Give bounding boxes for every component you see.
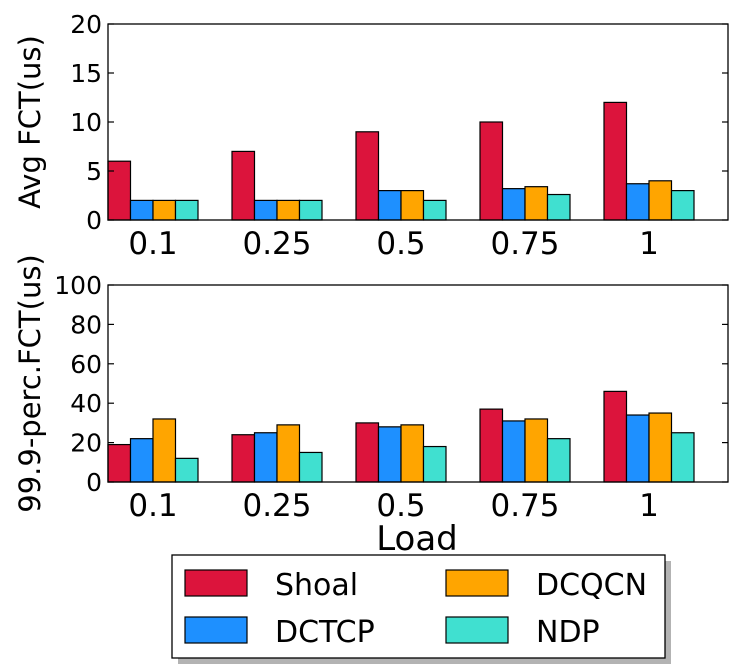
x-tick-label: 0.5 xyxy=(376,226,425,262)
bar-dcqcn-0.75 xyxy=(524,186,549,221)
y-tick-label: 0 xyxy=(86,206,102,235)
y-tick-label: 15 xyxy=(70,59,102,88)
bar-ndp-0.75 xyxy=(546,438,571,483)
x-tick-label: 0.1 xyxy=(128,226,177,262)
bar-dcqcn-0.5 xyxy=(400,424,425,483)
y-tick-label: 40 xyxy=(70,389,102,418)
x-tick-label: 0.5 xyxy=(376,488,425,524)
bar-shoal-0.25 xyxy=(231,434,256,483)
legend-box xyxy=(171,554,666,659)
tail-fct-chart: 0 20 40 60 80 100 0.1 0.25 0.5 0.75 1 99.9-perc.FCT… xyxy=(13,254,729,524)
bar-dctcp-1 xyxy=(625,414,650,483)
bar-ndp-0.5 xyxy=(422,445,447,483)
y-axis-label: 99.9-perc.FCT(us) xyxy=(13,254,47,513)
y-tick-label: 20 xyxy=(70,429,102,458)
y-tick-label: 80 xyxy=(70,310,102,339)
bar-shoal-0.25 xyxy=(231,150,256,221)
bar-shoal-0.1 xyxy=(107,160,132,221)
legend-swatch-ndp xyxy=(445,616,509,644)
bar-dctcp-0.5 xyxy=(377,426,402,483)
bar-shoal-0.5 xyxy=(355,422,380,483)
bar-dcqcn-0.75 xyxy=(524,418,549,483)
bar-dctcp-0.1 xyxy=(129,199,154,221)
legend-label-dctcp: DCTCP xyxy=(275,615,375,650)
x-tick-label: 1 xyxy=(639,488,659,524)
bar-dcqcn-0.5 xyxy=(400,190,425,221)
bar-dctcp-1 xyxy=(625,183,650,221)
bar-dctcp-0.25 xyxy=(253,432,278,483)
bar-dcqcn-1 xyxy=(648,180,673,221)
legend-swatch-shoal xyxy=(184,569,248,597)
bar-shoal-1 xyxy=(603,101,628,221)
bar-dctcp-0.25 xyxy=(253,199,278,221)
y-tick-label: 20 xyxy=(70,10,102,39)
bar-shoal-0.75 xyxy=(479,408,504,483)
bar-dcqcn-0.25 xyxy=(276,199,301,221)
bar-ndp-0.25 xyxy=(298,199,323,221)
y-tick-label: 5 xyxy=(86,157,102,186)
legend-label-dcqcn: DCQCN xyxy=(536,568,647,603)
bar-shoal-1 xyxy=(603,390,628,483)
x-tick-label: 0.75 xyxy=(490,488,559,524)
y-axis-label: Avg FCT(us) xyxy=(13,35,47,209)
bar-ndp-0.1 xyxy=(174,457,199,483)
x-axis-label: Load xyxy=(376,519,458,559)
bar-shoal-0.1 xyxy=(107,443,132,483)
bar-ndp-1 xyxy=(670,190,695,221)
x-tick-label: 1 xyxy=(639,226,659,262)
bar-dctcp-0.75 xyxy=(501,188,526,221)
y-tick-label: 10 xyxy=(70,108,102,137)
bar-ndp-0.1 xyxy=(174,199,199,221)
avg-fct-chart: 0 5 10 15 20 0.1 0.25 0.5 0.75 1 Avg FCT(us) xyxy=(13,10,729,262)
x-tick-label: 0.25 xyxy=(242,226,311,262)
x-tick-label: 0.1 xyxy=(128,488,177,524)
bar-shoal-0.5 xyxy=(355,131,380,221)
legend-label-ndp: NDP xyxy=(536,615,600,650)
plot-frame xyxy=(107,284,729,483)
bar-dcqcn-1 xyxy=(648,412,673,483)
bar-dcqcn-0.25 xyxy=(276,424,301,483)
x-tick-label: 0.75 xyxy=(490,226,559,262)
bar-dctcp-0.5 xyxy=(377,190,402,221)
legend-swatch-dctcp xyxy=(184,616,248,644)
x-tick-label: 0.25 xyxy=(242,488,311,524)
y-tick-label: 0 xyxy=(86,468,102,497)
bar-dctcp-0.75 xyxy=(501,420,526,483)
bar-shoal-0.75 xyxy=(479,121,504,221)
y-tick-label: 60 xyxy=(70,350,102,379)
legend-label-shoal: Shoal xyxy=(275,568,358,603)
bar-ndp-0.75 xyxy=(546,193,571,221)
bar-ndp-0.25 xyxy=(298,451,323,483)
bar-ndp-1 xyxy=(670,432,695,483)
legend: Shoal DCQCN DCTCP NDP xyxy=(171,554,671,664)
bar-dcqcn-0.1 xyxy=(152,418,177,483)
y-tick-label: 100 xyxy=(54,271,102,300)
bar-ndp-0.5 xyxy=(422,199,447,221)
bar-dctcp-0.1 xyxy=(129,438,154,483)
legend-swatch-dcqcn xyxy=(445,569,509,597)
bar-dcqcn-0.1 xyxy=(152,199,177,221)
